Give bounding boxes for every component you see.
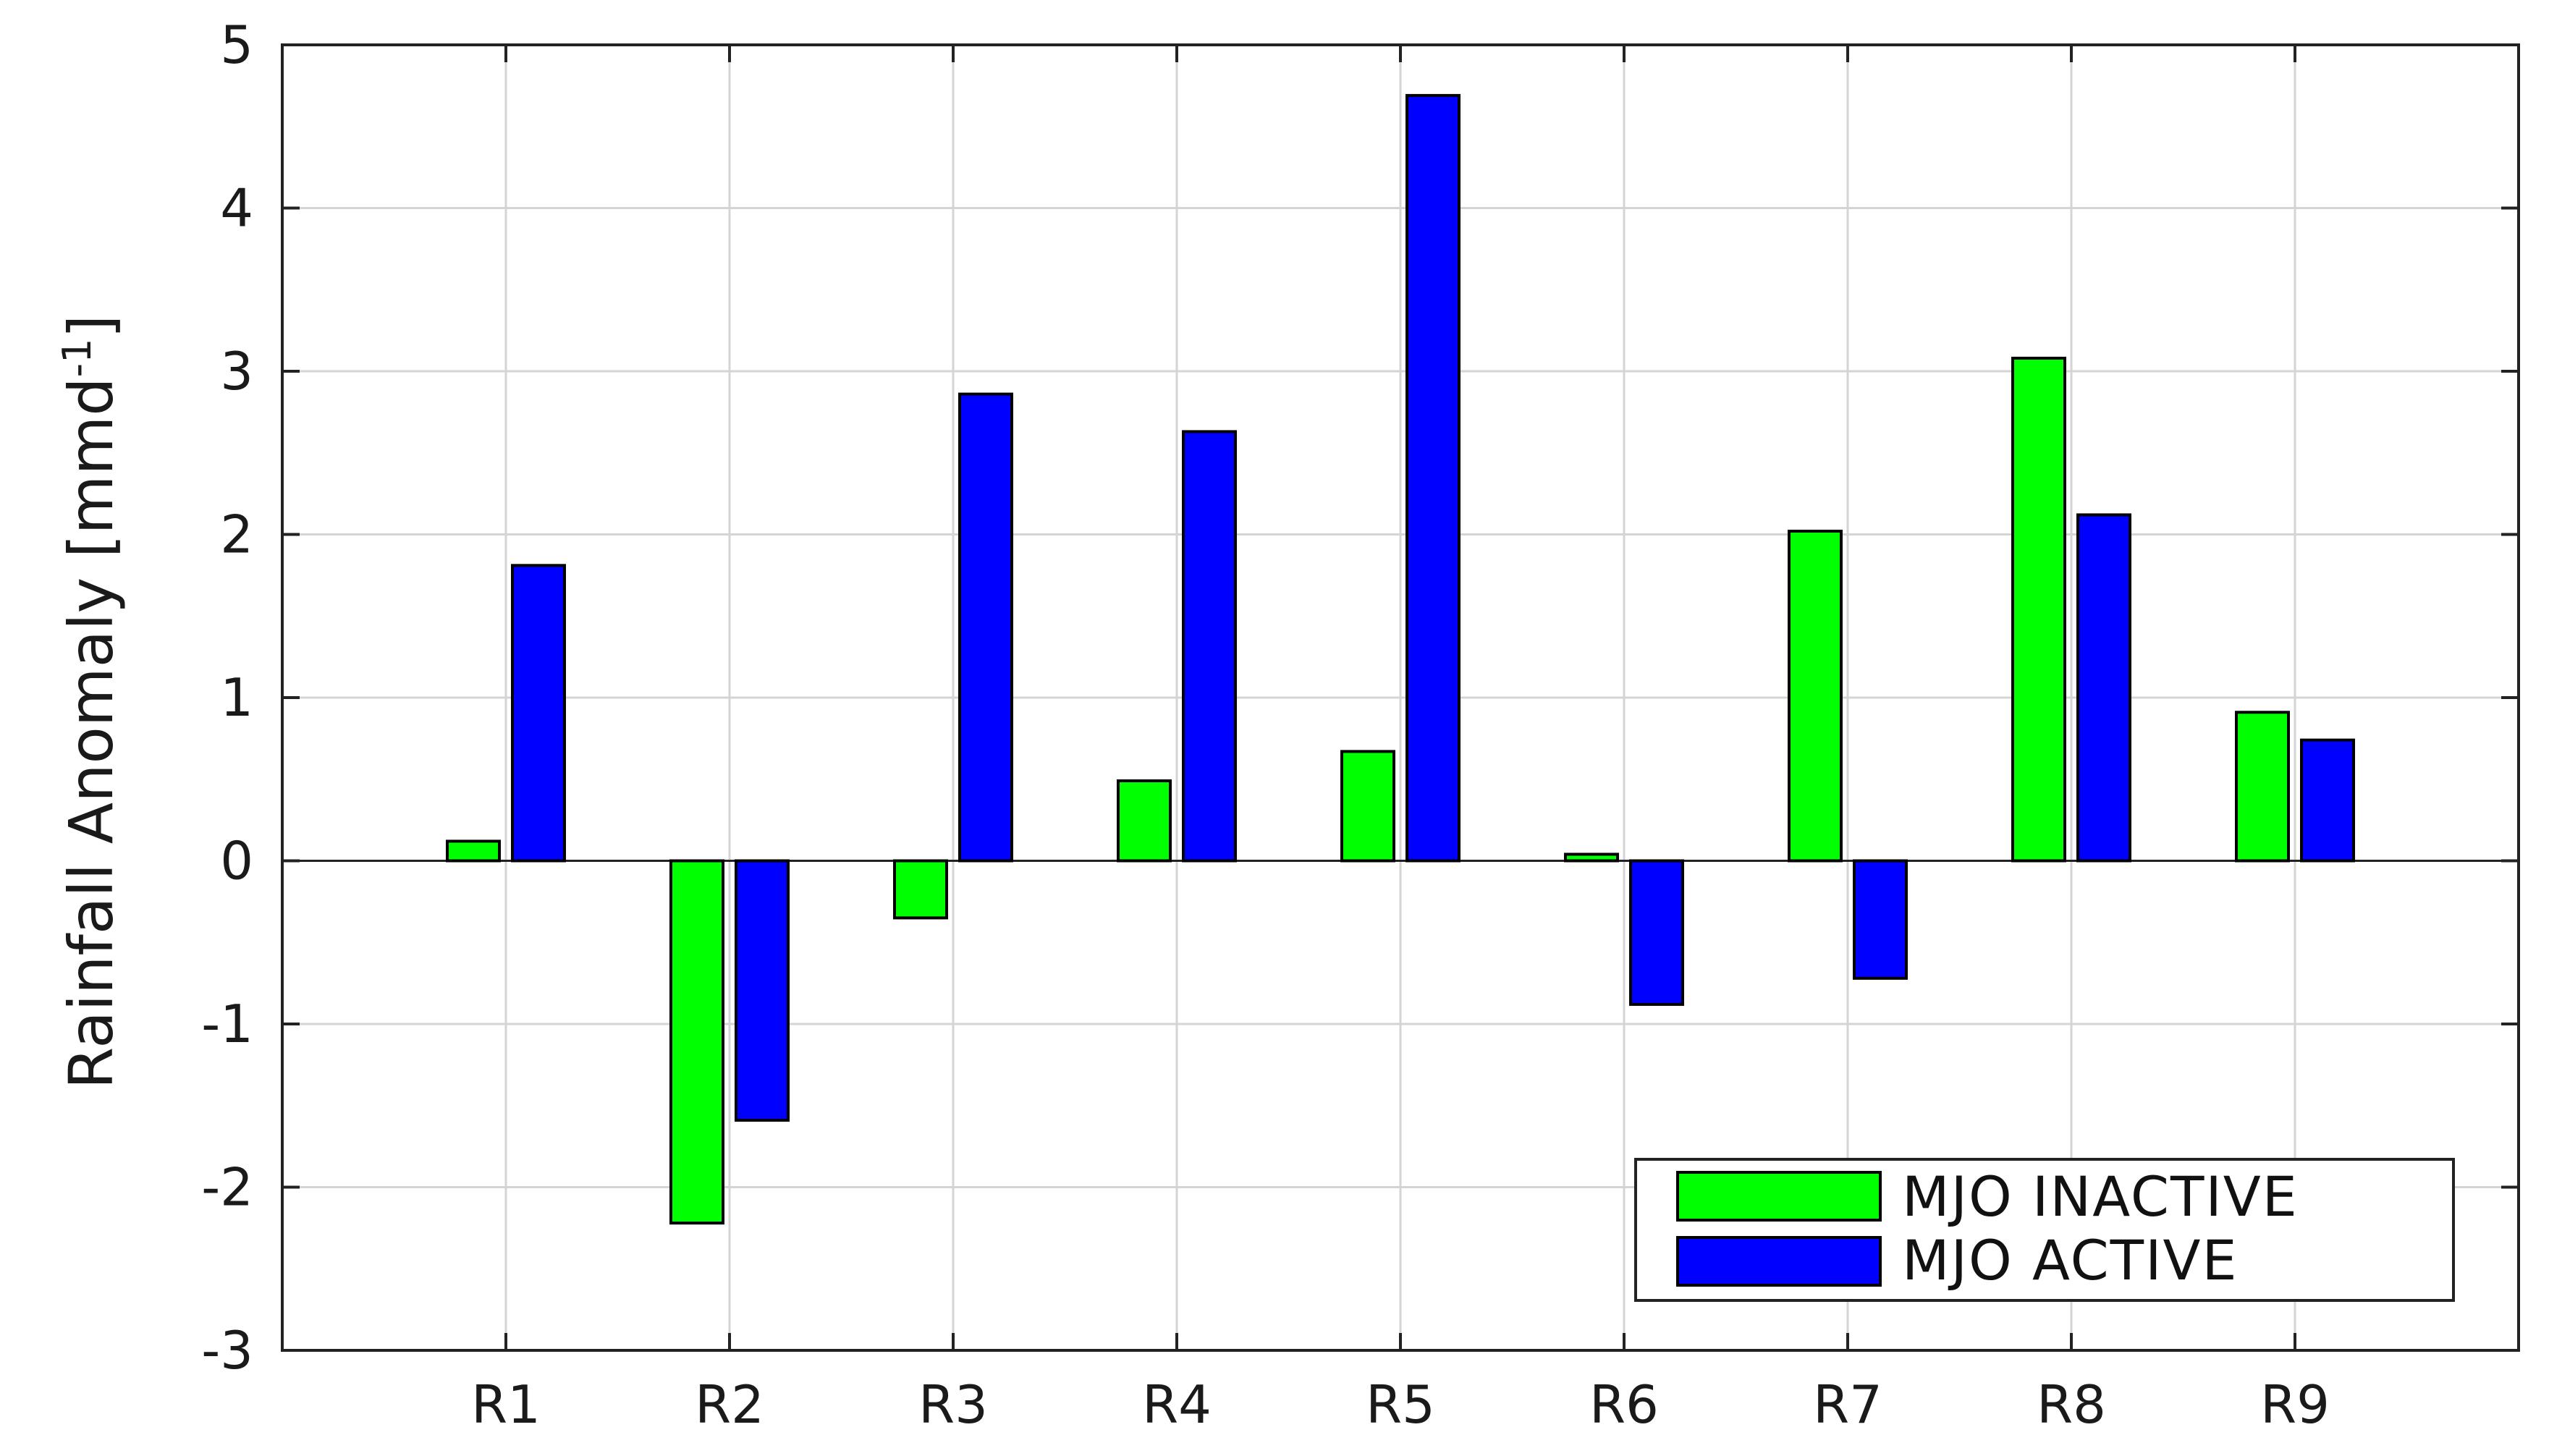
bar-mjo-inactive-r3 bbox=[893, 859, 948, 920]
bar-mjo-active-r7 bbox=[1853, 859, 1908, 980]
bar-mjo-inactive-r9 bbox=[2235, 711, 2290, 863]
bar-mjo-inactive-r1 bbox=[446, 839, 501, 863]
axis-ticks bbox=[282, 43, 2519, 1352]
legend-swatch-mjo-active bbox=[1676, 1236, 1882, 1287]
y-tick-label: -2 bbox=[201, 1157, 253, 1218]
y-tick-label: 0 bbox=[220, 831, 253, 892]
y-tick-labels: -3 -2 -1 0 1 2 3 4 5 bbox=[201, 14, 253, 1381]
y-tick-label: -3 bbox=[201, 1320, 253, 1381]
legend-label-mjo-inactive: MJO INACTIVE bbox=[1902, 1164, 2299, 1229]
bar-mjo-active-r3 bbox=[958, 392, 1013, 863]
y-axis-title: Rainfall Anomaly [mmd-1] bbox=[54, 315, 127, 1090]
bar-mjo-inactive-r6 bbox=[1564, 852, 1619, 863]
bar-mjo-active-r8 bbox=[2076, 513, 2131, 863]
bar-mjo-active-r5 bbox=[1405, 93, 1461, 863]
bar-mjo-active-r2 bbox=[735, 859, 790, 1122]
legend-label-mjo-active: MJO ACTIVE bbox=[1902, 1228, 2239, 1292]
bar-mjo-inactive-r2 bbox=[669, 859, 724, 1225]
bar-mjo-inactive-r7 bbox=[1788, 529, 1843, 863]
y-tick-label: 2 bbox=[220, 504, 253, 565]
x-tick-label-r5: R5 bbox=[1366, 1374, 1435, 1435]
bar-mjo-inactive-r5 bbox=[1340, 750, 1395, 863]
bar-mjo-inactive-r4 bbox=[1117, 779, 1172, 863]
bar-mjo-active-r1 bbox=[511, 564, 566, 863]
bar-mjo-active-r6 bbox=[1629, 859, 1684, 1006]
y-axis-title-main: Rainfall Anomaly [mmd bbox=[56, 377, 127, 1089]
x-tick-label-r3: R3 bbox=[918, 1374, 988, 1435]
bars bbox=[446, 93, 2355, 1225]
y-axis-title-close: ] bbox=[56, 315, 127, 339]
y-tick-label: 3 bbox=[220, 341, 253, 402]
bar-mjo-active-r4 bbox=[1182, 430, 1237, 863]
y-tick-label: 5 bbox=[220, 14, 253, 75]
y-tick-label: 1 bbox=[220, 667, 253, 728]
y-tick-label: -1 bbox=[201, 994, 253, 1054]
x-tick-label-r9: R9 bbox=[2260, 1374, 2330, 1435]
bar-mjo-inactive-r8 bbox=[2011, 356, 2066, 863]
bar-mjo-active-r9 bbox=[2300, 738, 2355, 863]
y-axis-title-superscript: -1 bbox=[54, 339, 100, 378]
x-tick-label-r1: R1 bbox=[471, 1374, 541, 1435]
x-tick-label-r4: R4 bbox=[1142, 1374, 1212, 1435]
legend-swatch-mjo-inactive bbox=[1676, 1171, 1882, 1222]
y-tick-label: 4 bbox=[220, 178, 253, 239]
x-tick-labels: R1 R2 R3 R4 R5 R6 R7 R8 R9 bbox=[471, 1374, 2330, 1435]
x-tick-label-r6: R6 bbox=[1589, 1374, 1659, 1435]
x-tick-label-r2: R2 bbox=[695, 1374, 764, 1435]
x-tick-label-r8: R8 bbox=[2037, 1374, 2106, 1435]
x-tick-label-r7: R7 bbox=[1813, 1374, 1882, 1435]
legend: MJO INACTIVE MJO ACTIVE bbox=[1634, 1158, 2455, 1302]
